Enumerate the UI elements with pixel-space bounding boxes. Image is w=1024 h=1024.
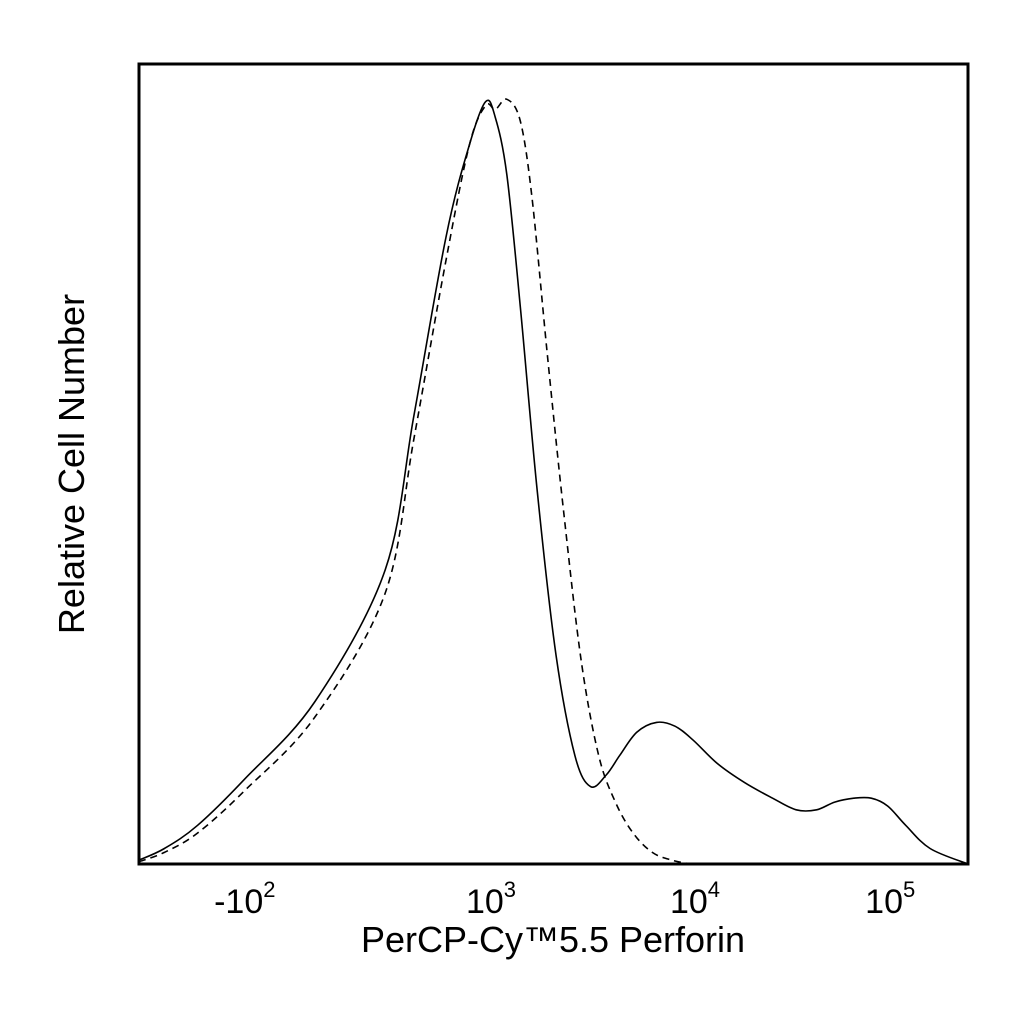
y-axis-label: Relative Cell Number	[51, 294, 92, 634]
x-tick-labels: -102 103 104 105	[214, 877, 915, 921]
series-layer	[138, 98, 969, 865]
plot-frame	[137, 62, 970, 866]
series-line-solid	[138, 99, 969, 865]
x-tick-label: 105	[865, 877, 915, 921]
x-tick-label: 103	[466, 877, 516, 921]
x-tick-label: -102	[214, 877, 275, 921]
x-tick-label: 104	[670, 877, 720, 921]
series-line-dashed	[138, 98, 691, 865]
x-axis-label: PerCP-Cy™5.5 Perforin	[361, 919, 745, 960]
